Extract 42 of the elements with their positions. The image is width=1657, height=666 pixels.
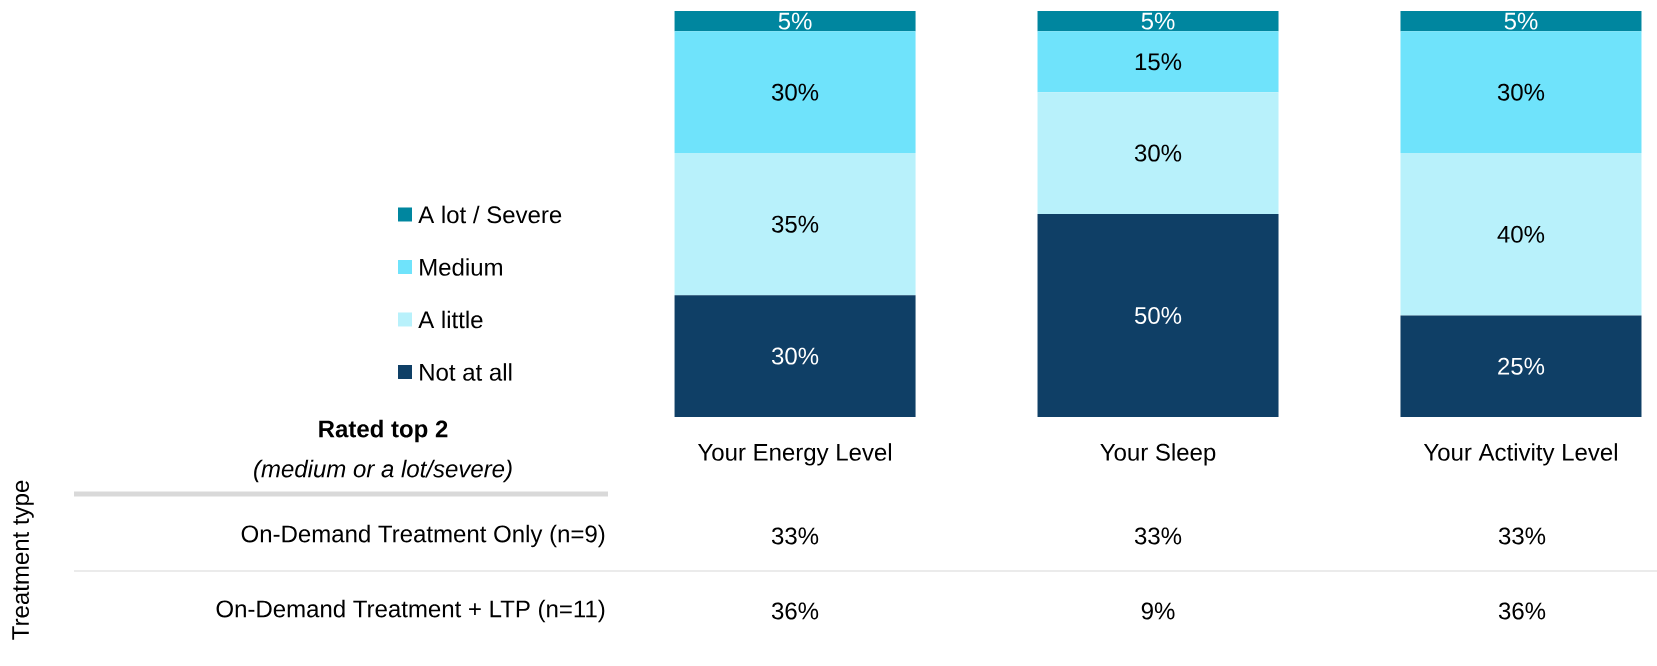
data-label: 30% [1134,144,1182,162]
x-tick-label: Your Activity Level [1423,443,1617,466]
data-label: 5% [1141,12,1175,30]
text: 36% [771,602,819,620]
text: (medium or a lot/severe) [254,459,512,483]
data-label: 30% [1497,83,1545,101]
data-label: 30% [771,347,819,365]
bar [1400,10,1642,32]
data-label: 5% [778,12,812,30]
text: 9% [1141,602,1175,620]
data-label: 30% [771,83,819,101]
bar [1400,153,1642,316]
bar [1400,31,1642,154]
bar [1400,315,1642,417]
legend-label: Medium [420,258,502,276]
text: Rated top 2 [319,419,448,443]
bar [674,10,916,32]
data-label: 25% [1498,357,1545,375]
text: On-Demand Treatment Only (n=9) [241,524,605,548]
x-tick-label: Your Energy Level [697,443,892,466]
legend-label: Not at all [420,363,512,381]
bar [674,31,916,154]
text: 36% [1498,602,1546,620]
bar [674,295,916,417]
text: On-Demand Treatment + LTP (n=11) [216,599,605,623]
bar [1037,31,1279,93]
text: 33% [771,527,819,545]
data-label: 5% [1504,12,1538,30]
bar [1037,213,1279,417]
x-tick-label: Your Sleep [1100,443,1216,466]
text: 33% [1498,527,1546,545]
data-label: 50% [1134,306,1182,324]
bar [674,153,916,296]
bar [1037,10,1279,32]
data-label: 15% [1135,53,1182,71]
text: 33% [1134,527,1182,545]
legend-label: A lot / Severe [418,205,562,224]
legend-label: A little [418,310,483,329]
data-label: 35% [771,215,819,233]
text: Treatment type [12,480,34,640]
bar [1037,92,1279,214]
data-label: 40% [1497,225,1545,243]
